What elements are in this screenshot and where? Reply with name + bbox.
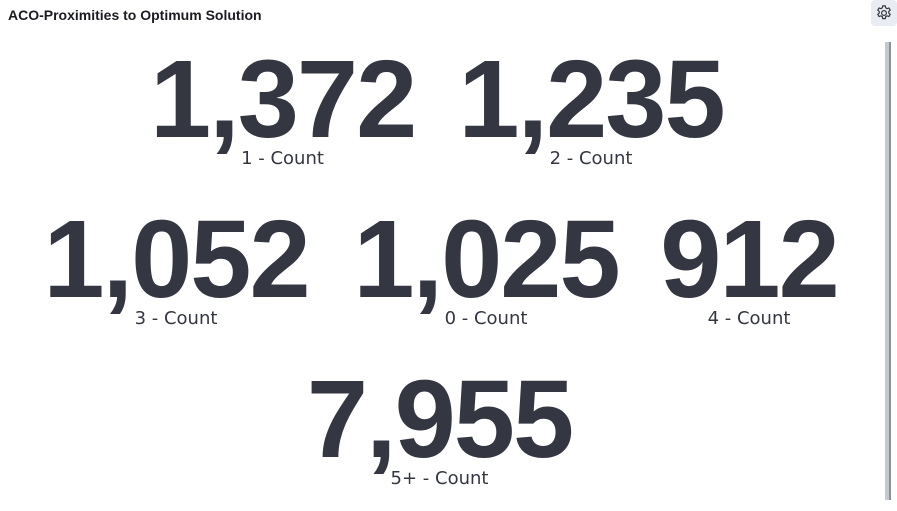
metric-value: 1,025 [353, 198, 620, 321]
panel-options-button[interactable] [871, 0, 897, 26]
metric-label: 2 - Count [549, 148, 633, 169]
metric-value: 1,372 [150, 38, 417, 161]
gear-icon [877, 5, 891, 20]
metric-5plus-count: 7,955 5+ - Count [302, 358, 577, 490]
metric-label: 1 - Count [241, 148, 324, 169]
metric-label: 3 - Count [134, 308, 218, 329]
panel-title: ACO-Proximities to Optimum Solution [8, 7, 262, 23]
vertical-scrollbar[interactable] [885, 42, 891, 500]
metric-value: 1,052 [43, 198, 310, 321]
metric-3-count: 1,052 3 - Count [40, 198, 312, 330]
metric-2-count: 1,235 2 - Count [455, 38, 727, 170]
metric-label: 0 - Count [444, 308, 528, 329]
metric-0-count: 1,025 0 - Count [352, 198, 620, 330]
metric-4-count: 912 4 - Count [660, 198, 840, 330]
metric-value: 912 [660, 198, 840, 321]
metric-value: 7,955 [306, 358, 574, 481]
metric-value: 1,235 [458, 38, 725, 161]
metric-label: 4 - Count [707, 308, 791, 329]
metric-label: 5+ - Count [390, 468, 489, 489]
metric-1-count: 1,372 1 - Count [150, 38, 417, 170]
